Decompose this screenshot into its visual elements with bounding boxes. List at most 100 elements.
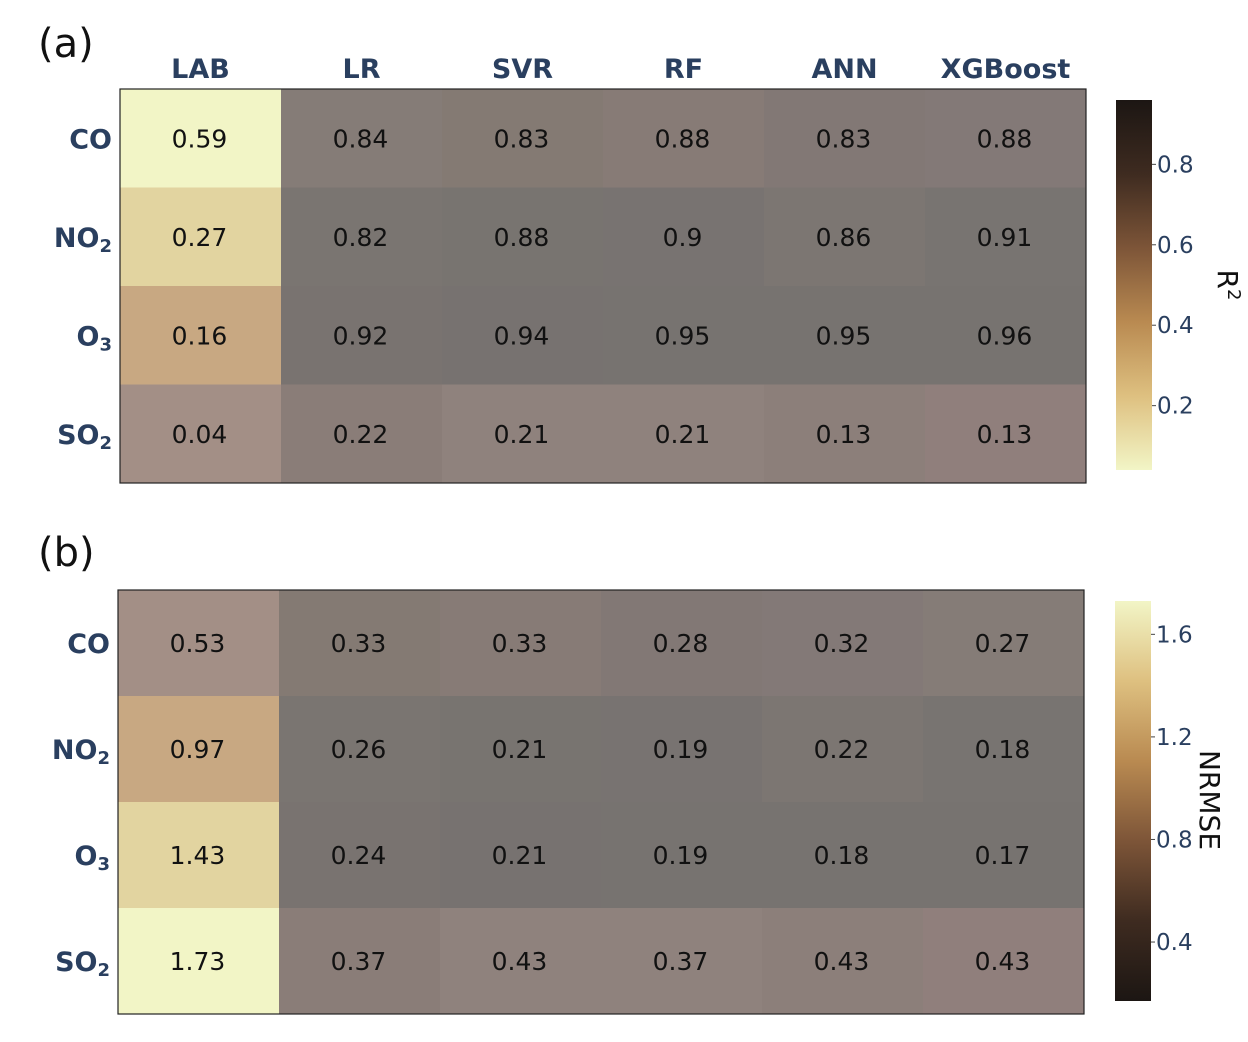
- heatmap-cell: [440, 908, 602, 1015]
- row-label: SO2: [57, 420, 112, 454]
- cell-value-label: 0.13: [816, 420, 872, 449]
- cell-value-label: 0.86: [816, 223, 872, 252]
- cell-value-label: 0.22: [814, 735, 870, 764]
- cell-value-label: 0.43: [814, 947, 870, 976]
- heatmap-cell: [925, 187, 1087, 287]
- row-label: CO: [69, 124, 112, 155]
- cell-value-label: 0.9: [663, 223, 703, 252]
- colorbar-tick-label: 0.2: [1157, 394, 1194, 420]
- heatmap-cell: [279, 802, 441, 909]
- heatmap-cell: [281, 286, 443, 385]
- heatmap-cell: [279, 590, 441, 697]
- cell-value-label: 0.37: [653, 947, 709, 976]
- cell-value-label: 0.91: [977, 223, 1033, 252]
- row-label: NO2: [54, 223, 112, 257]
- cell-value-label: 1.43: [170, 841, 226, 870]
- colorbar: [1115, 601, 1151, 1001]
- colorbar-tick-label: 0.4: [1157, 313, 1194, 339]
- heatmap-cell: [764, 187, 926, 287]
- heatmap-border: [117, 589, 1085, 1015]
- heatmap-cell: [440, 696, 602, 803]
- column-label: RF: [664, 54, 703, 85]
- row-label: NO2: [52, 735, 110, 769]
- row-label: CO: [67, 629, 110, 660]
- heatmap-cell: [120, 89, 282, 188]
- cell-value-label: 0.94: [494, 321, 550, 350]
- heatmap-cell: [764, 286, 926, 385]
- column-label: LR: [343, 54, 381, 85]
- cell-value-label: 0.21: [494, 420, 550, 449]
- heatmap-cell: [118, 908, 280, 1015]
- colorbar-title: NRMSE: [1193, 750, 1226, 850]
- cell-value-label: 0.88: [494, 223, 550, 252]
- heatmap-cell: [442, 89, 604, 188]
- cell-value-label: 0.43: [492, 947, 548, 976]
- heatmap-cell: [281, 384, 443, 484]
- heatmap-cell: [925, 384, 1087, 484]
- cell-value-label: 0.21: [492, 735, 548, 764]
- cell-value-label: 0.27: [975, 629, 1031, 658]
- heatmap-cell: [279, 908, 441, 1015]
- cell-value-label: 0.13: [977, 420, 1033, 449]
- heatmap-cell: [281, 187, 443, 287]
- colorbar-title: R2: [1211, 270, 1245, 301]
- heatmap-cell: [279, 696, 441, 803]
- cell-value-label: 0.17: [975, 841, 1031, 870]
- heatmap-cell: [603, 89, 765, 188]
- column-label: SVR: [492, 54, 553, 85]
- heatmap-cell: [764, 89, 926, 188]
- heatmap-border: [119, 88, 1087, 484]
- cell-value-label: 0.19: [653, 841, 709, 870]
- cell-value-label: 0.83: [494, 124, 550, 153]
- cell-value-label: 0.04: [172, 420, 228, 449]
- heatmap-cell: [925, 286, 1087, 385]
- colorbar-tick-label: 0.8: [1156, 827, 1193, 853]
- colorbar-tick-label: 0.4: [1156, 930, 1193, 956]
- heatmap-cell: [442, 384, 604, 484]
- cell-value-label: 0.28: [653, 629, 709, 658]
- cell-value-label: 0.27: [172, 223, 228, 252]
- cell-value-label: 0.21: [492, 841, 548, 870]
- cell-value-label: 0.22: [333, 420, 389, 449]
- cell-value-label: 0.84: [333, 124, 389, 153]
- cell-value-label: 0.88: [977, 124, 1033, 153]
- cell-value-label: 0.21: [655, 420, 711, 449]
- cell-value-label: 0.92: [333, 321, 389, 350]
- panel-label-r2: (a): [38, 21, 94, 67]
- heatmap-cell: [603, 187, 765, 287]
- colorbar-tick-label: 1.2: [1156, 725, 1193, 751]
- heatmap-cell: [603, 384, 765, 484]
- heatmap-cell: [762, 696, 924, 803]
- cell-value-label: 0.16: [172, 321, 228, 350]
- heatmap-cell: [923, 802, 1085, 909]
- heatmap-cell: [120, 286, 282, 385]
- heatmap-cell: [923, 696, 1085, 803]
- heatmap-cell: [442, 187, 604, 287]
- heatmap-cell: [442, 286, 604, 385]
- heatmap-cell: [923, 590, 1085, 697]
- cell-value-label: 0.18: [814, 841, 870, 870]
- colorbar-tick-label: 0.8: [1157, 152, 1194, 178]
- cell-value-label: 0.53: [170, 629, 226, 658]
- colorbar-tick-label: 0.6: [1157, 233, 1194, 259]
- panel-label-nrmse: (b): [38, 530, 95, 576]
- heatmap-cell: [118, 696, 280, 803]
- cell-value-label: 0.97: [170, 735, 226, 764]
- heatmap-cell: [120, 187, 282, 287]
- cell-value-label: 0.24: [331, 841, 387, 870]
- heatmap-cell: [440, 802, 602, 909]
- cell-value-label: 0.82: [333, 223, 389, 252]
- row-label: O3: [75, 841, 110, 875]
- heatmap-cell: [120, 384, 282, 484]
- row-label: SO2: [55, 947, 110, 981]
- heatmap-cell: [281, 89, 443, 188]
- cell-value-label: 0.59: [172, 124, 228, 153]
- heatmap-cell: [762, 908, 924, 1015]
- heatmap-cell: [601, 908, 763, 1015]
- cell-value-label: 0.33: [331, 629, 387, 658]
- heatmap-cell: [762, 590, 924, 697]
- heatmap-cell: [118, 590, 280, 697]
- cell-value-label: 1.73: [170, 947, 226, 976]
- heatmap-cell: [923, 908, 1085, 1015]
- cell-value-label: 0.18: [975, 735, 1031, 764]
